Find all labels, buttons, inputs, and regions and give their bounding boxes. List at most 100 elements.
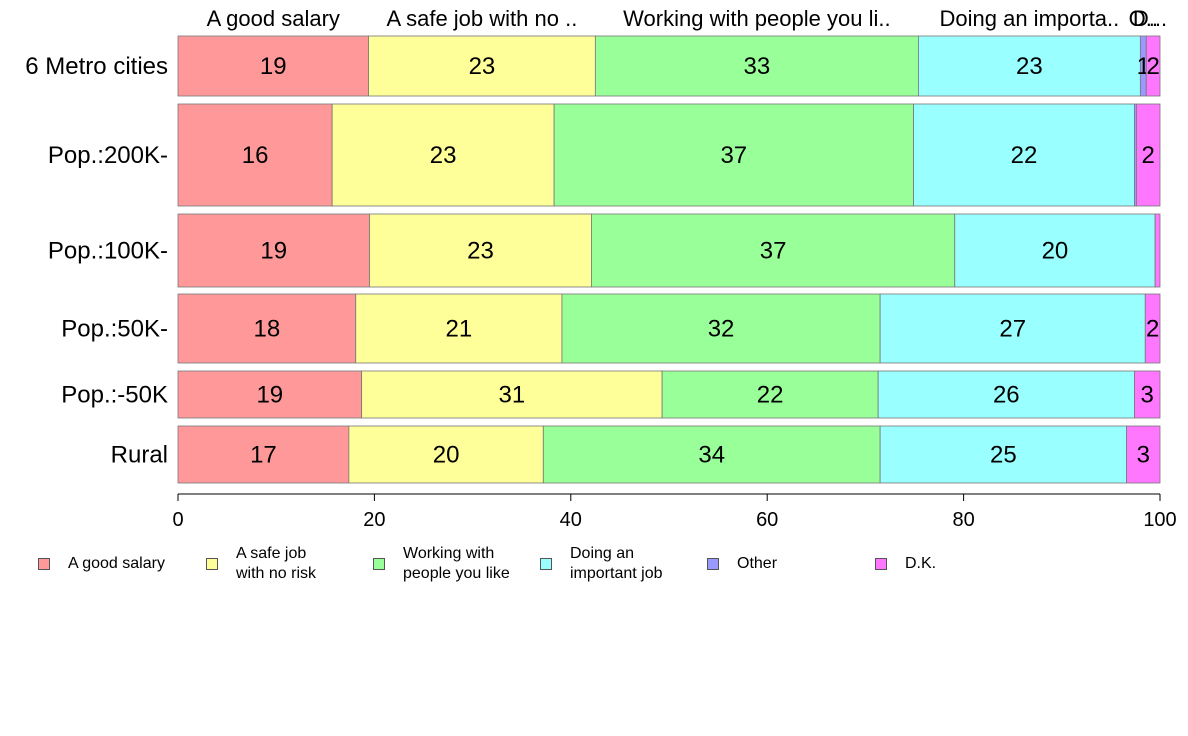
top-label-a-good-salary: A good salary <box>207 6 340 31</box>
data-label-a-good-salary-pop-50k: 18 <box>254 316 281 343</box>
top-label-a-safe-job-with-no-risk: A safe job with no .. <box>387 6 578 31</box>
x-tick-label-60: 60 <box>756 509 778 531</box>
bar-d-k-pop-50k <box>1134 370 1161 419</box>
bar-d-k-6-metro-cities <box>1145 35 1161 97</box>
data-label-doing-an-important-job-rural: 25 <box>990 442 1017 469</box>
bar-a-good-salary-rural <box>177 425 350 484</box>
data-label-a-safe-job-with-no-risk-rural: 20 <box>433 442 460 469</box>
bar-working-with-people-you-like-rural <box>542 425 881 484</box>
bar-a-safe-job-with-no-risk-pop-50k <box>361 370 663 419</box>
bar-doing-an-important-job-rural <box>879 425 1128 484</box>
data-label-a-safe-job-with-no-risk-pop-50k: 31 <box>499 382 526 409</box>
data-label-working-with-people-you-like-pop-50k: 22 <box>757 382 784 409</box>
top-label-d-k: D... <box>1133 6 1167 31</box>
legend-item-a-good-salary: A good salary <box>38 542 165 586</box>
bar-a-good-salary-pop-100k <box>177 213 370 288</box>
row-label-pop-50k: Pop.:-50K <box>61 382 168 409</box>
bar-d-k-rural <box>1126 425 1161 484</box>
bar-working-with-people-you-like-pop-50k <box>661 370 879 419</box>
legend-item-d-k: D.K. <box>875 542 936 586</box>
bar-d-k-pop-50k <box>1144 293 1161 364</box>
legend-swatch-a-safe-job-with-no-risk <box>206 558 218 570</box>
legend-label-other: Other <box>737 554 777 574</box>
row-label-pop-50k: Pop.:50K- <box>61 316 168 343</box>
row-labels: 6 Metro cities Pop.:200K- Pop.:100K- Pop.:5… <box>25 53 168 469</box>
bar-a-good-salary-pop-50k <box>177 293 357 364</box>
legend-label-line: Doing an <box>570 545 635 562</box>
bar-doing-an-important-job-pop-50k <box>877 370 1135 419</box>
legend-item-working-with-people-you-like: Working with people you like <box>373 542 510 586</box>
legend-label-line: A safe job <box>236 545 307 562</box>
data-label-doing-an-important-job-pop-50k: 27 <box>999 316 1026 343</box>
legend-label-d-k: D.K. <box>905 554 936 574</box>
data-label-d-k-rural: 3 <box>1137 442 1150 469</box>
bar-a-safe-job-with-no-risk-pop-50k <box>355 293 563 364</box>
bar-a-safe-job-with-no-risk-pop-100k <box>369 213 592 288</box>
legend-label-line: with no risk <box>236 565 317 582</box>
legend-label-line: A good salary <box>68 555 165 572</box>
bar-doing-an-important-job-6-metro-cities <box>918 35 1141 97</box>
data-label-working-with-people-you-like-pop-200k: 37 <box>720 142 747 169</box>
x-tick-label-20: 20 <box>363 509 385 531</box>
row-label-rural: Rural <box>111 442 168 469</box>
data-label-a-good-salary-pop-50k: 19 <box>256 382 283 409</box>
row-label-pop-200k: Pop.:200K- <box>48 142 168 169</box>
x-tick-label-0: 0 <box>172 509 183 531</box>
legend-label-a-good-salary: A good salary <box>68 554 165 574</box>
legend-label-line: people you like <box>403 565 510 582</box>
legend-label-working-with-people-you-like: Working with people you like <box>403 544 510 584</box>
legend-swatch-working-with-people-you-like <box>373 558 385 570</box>
data-label-d-k-pop-50k: 3 <box>1141 382 1154 409</box>
legend-swatch-a-good-salary <box>38 558 50 570</box>
data-label-a-safe-job-with-no-risk-pop-50k: 21 <box>446 316 473 343</box>
data-label-a-good-salary-6-metro-cities: 19 <box>260 53 287 80</box>
top-category-labels: A good salary A safe job with no .. Workin… <box>207 6 1168 31</box>
bar-a-safe-job-with-no-risk-6-metro-cities <box>368 35 596 97</box>
bar-working-with-people-you-like-pop-100k <box>591 213 956 288</box>
bar-a-good-salary-pop-50k <box>177 370 363 419</box>
legend-item-a-safe-job-with-no-risk: A safe job with no risk <box>206 542 316 586</box>
data-label-working-with-people-you-like-pop-100k: 37 <box>760 238 787 265</box>
row-label-6-metro-cities: 6 Metro cities <box>25 53 168 80</box>
bar-working-with-people-you-like-6-metro-cities <box>594 35 919 97</box>
data-label-d-k-pop-50k: 2 <box>1146 316 1159 343</box>
bar-a-safe-job-with-no-risk-pop-200k <box>331 103 555 207</box>
top-label-doing-an-important-job: Doing an importa.. <box>940 6 1120 31</box>
data-label-working-with-people-you-like-pop-50k: 32 <box>708 316 735 343</box>
bar-doing-an-important-job-pop-100k <box>954 213 1156 288</box>
legend-label-a-safe-job-with-no-risk: A safe job with no risk <box>236 544 316 584</box>
data-label-a-good-salary-pop-200k: 16 <box>242 142 269 169</box>
legend-label-line: D.K. <box>905 555 937 572</box>
data-label-a-safe-job-with-no-risk-pop-100k: 23 <box>467 238 494 265</box>
data-label-doing-an-important-job-pop-50k: 26 <box>993 382 1020 409</box>
legend-swatch-d-k <box>875 558 887 570</box>
bar-a-good-salary-pop-200k <box>177 103 333 207</box>
data-label-a-good-salary-pop-100k: 19 <box>260 238 287 265</box>
data-label-working-with-people-you-like-6-metro-cities: 33 <box>744 53 771 80</box>
data-label-d-k-pop-200k: 2 <box>1142 142 1155 169</box>
bar-a-good-salary-6-metro-cities <box>177 35 369 97</box>
top-label-other: O.. <box>1129 6 1158 31</box>
x-tick-label-80: 80 <box>952 509 974 531</box>
bar-working-with-people-you-like-pop-50k <box>561 293 881 364</box>
legend-label-line: Working with <box>403 545 495 562</box>
bar-doing-an-important-job-pop-50k <box>879 293 1146 364</box>
data-label-working-with-people-you-like-rural: 34 <box>698 442 725 469</box>
legend: A good salary A safe job with no risk Worki… <box>38 542 1178 586</box>
data-label-a-safe-job-with-no-risk-6-metro-cities: 23 <box>469 53 496 80</box>
row-label-pop-100k: Pop.:100K- <box>48 238 168 265</box>
x-tick-label-100: 100 <box>1143 509 1176 531</box>
data-label-doing-an-important-job-6-metro-cities: 23 <box>1016 53 1043 80</box>
data-label-d-k-6-metro-cities: 2 <box>1146 53 1159 80</box>
top-label-working-with-people-you-like: Working with people you li.. <box>623 6 890 31</box>
stacked-bar-chart: A good salary A safe job with no .. Workin… <box>25 6 1177 531</box>
data-label-a-safe-job-with-no-risk-pop-200k: 23 <box>430 142 457 169</box>
x-tick-label-40: 40 <box>560 509 582 531</box>
data-label-doing-an-important-job-pop-200k: 22 <box>1011 142 1038 169</box>
bar-d-k-pop-100k <box>1154 213 1161 288</box>
x-axis: 0 20 40 60 80 100 <box>172 493 1177 531</box>
legend-label-doing-an-important-job: Doing an important job <box>570 544 663 584</box>
data-label-doing-an-important-job-pop-100k: 20 <box>1042 238 1069 265</box>
legend-label-line: important job <box>570 565 663 582</box>
